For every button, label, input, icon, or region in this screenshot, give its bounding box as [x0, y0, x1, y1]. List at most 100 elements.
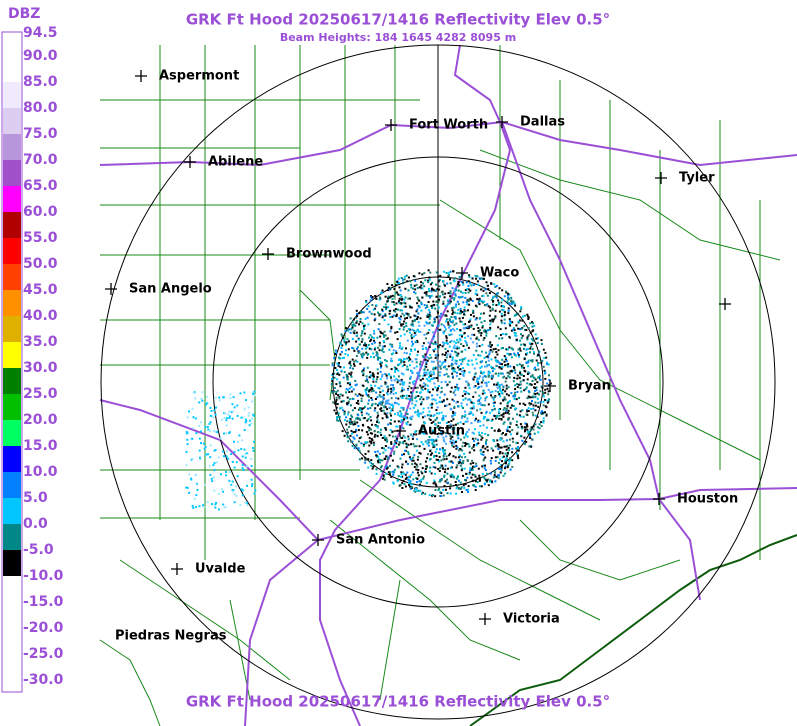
echo-pixel: [520, 343, 523, 346]
echo-pixel: [476, 379, 479, 382]
echo-pixel: [529, 322, 532, 325]
echo-pixel: [461, 415, 464, 418]
echo-pixel: [514, 391, 516, 394]
echo-pixel: [516, 449, 519, 452]
echo-pixel: [439, 466, 442, 469]
echo-pixel: [475, 358, 478, 361]
echo-pixel: [225, 474, 227, 477]
echo-pixel: [452, 461, 454, 464]
echo-pixel: [405, 460, 408, 463]
echo-pixel: [525, 440, 528, 443]
echo-pixel: [464, 420, 467, 423]
echo-pixel: [435, 443, 438, 446]
echo-pixel: [444, 284, 446, 287]
echo-pixel: [381, 417, 384, 420]
echo-pixel: [508, 426, 511, 429]
echo-pixel: [448, 381, 451, 384]
legend-swatch: [3, 472, 21, 498]
echo-pixel: [442, 436, 445, 439]
echo-pixel: [459, 329, 462, 331]
echo-pixel: [410, 337, 413, 340]
echo-pixel: [399, 342, 401, 345]
echo-pixel: [520, 425, 523, 428]
echo-pixel: [401, 463, 404, 466]
echo-pixel: [456, 339, 459, 341]
echo-pixel: [409, 375, 412, 378]
echo-pixel: [455, 362, 458, 365]
echo-pixel: [480, 312, 482, 315]
echo-pixel: [392, 352, 395, 355]
echo-pixel: [471, 437, 474, 440]
echo-pixel: [451, 474, 454, 477]
echo-pixel: [418, 445, 421, 448]
echo-pixel: [356, 315, 359, 318]
echo-pixel: [489, 343, 492, 346]
echo-pixel: [509, 324, 512, 327]
echo-pixel: [452, 391, 455, 394]
echo-pixel: [453, 405, 456, 408]
echo-pixel: [400, 302, 403, 305]
echo-pixel: [520, 307, 523, 310]
echo-pixel: [389, 412, 392, 415]
echo-pixel: [357, 413, 360, 416]
echo-pixel: [450, 425, 453, 428]
echo-pixel: [426, 384, 429, 387]
echo-pixel: [385, 391, 388, 394]
echo-pixel: [422, 385, 425, 388]
echo-pixel: [423, 372, 426, 375]
echo-pixel: [507, 401, 510, 404]
echo-pixel: [382, 474, 385, 477]
echo-pixel: [417, 298, 420, 301]
echo-pixel: [515, 447, 518, 450]
echo-pixel: [455, 492, 458, 495]
echo-pixel: [416, 308, 419, 311]
echo-pixel: [390, 404, 393, 406]
echo-pixel: [478, 474, 481, 477]
echo-pixel: [512, 380, 515, 383]
echo-pixel: [504, 327, 507, 330]
echo-pixel: [481, 343, 484, 346]
echo-pixel: [409, 458, 412, 461]
echo-pixel: [218, 396, 221, 399]
echo-pixel: [489, 480, 491, 483]
echo-pixel: [529, 359, 532, 362]
echo-pixel: [502, 455, 505, 458]
echo-pixel: [442, 455, 445, 458]
echo-pixel: [380, 366, 382, 369]
echo-pixel: [401, 471, 404, 474]
echo-pixel: [519, 423, 522, 426]
echo-pixel: [472, 354, 475, 356]
echo-pixel: [403, 278, 406, 281]
echo-pixel: [510, 392, 513, 395]
echo-pixel: [546, 387, 549, 390]
legend-label: 5.0: [23, 490, 48, 506]
echo-pixel: [431, 307, 434, 310]
echo-pixel: [483, 277, 485, 280]
echo-pixel: [425, 348, 428, 351]
echo-pixel: [407, 463, 409, 465]
echo-pixel: [513, 329, 516, 331]
echo-pixel: [497, 445, 500, 448]
city-marker: [312, 534, 324, 546]
echo-pixel: [492, 300, 495, 302]
echo-pixel: [388, 312, 391, 315]
echo-pixel: [506, 445, 509, 447]
echo-pixel: [334, 367, 337, 369]
echo-pixel: [500, 392, 503, 395]
echo-pixel: [487, 356, 490, 359]
echo-pixel: [524, 388, 527, 390]
echo-pixel: [435, 316, 438, 319]
echo-pixel: [382, 409, 385, 412]
echo-pixel: [458, 449, 461, 452]
echo-pixel: [366, 346, 369, 349]
echo-pixel: [393, 288, 396, 290]
echo-pixel: [352, 388, 355, 391]
echo-pixel: [448, 302, 451, 305]
echo-pixel: [459, 296, 462, 299]
echo-pixel: [469, 297, 472, 300]
echo-pixel: [520, 306, 523, 309]
echo-pixel: [361, 394, 364, 397]
echo-pixel: [441, 362, 444, 364]
echo-pixel: [500, 469, 503, 472]
echo-pixel: [510, 347, 513, 350]
